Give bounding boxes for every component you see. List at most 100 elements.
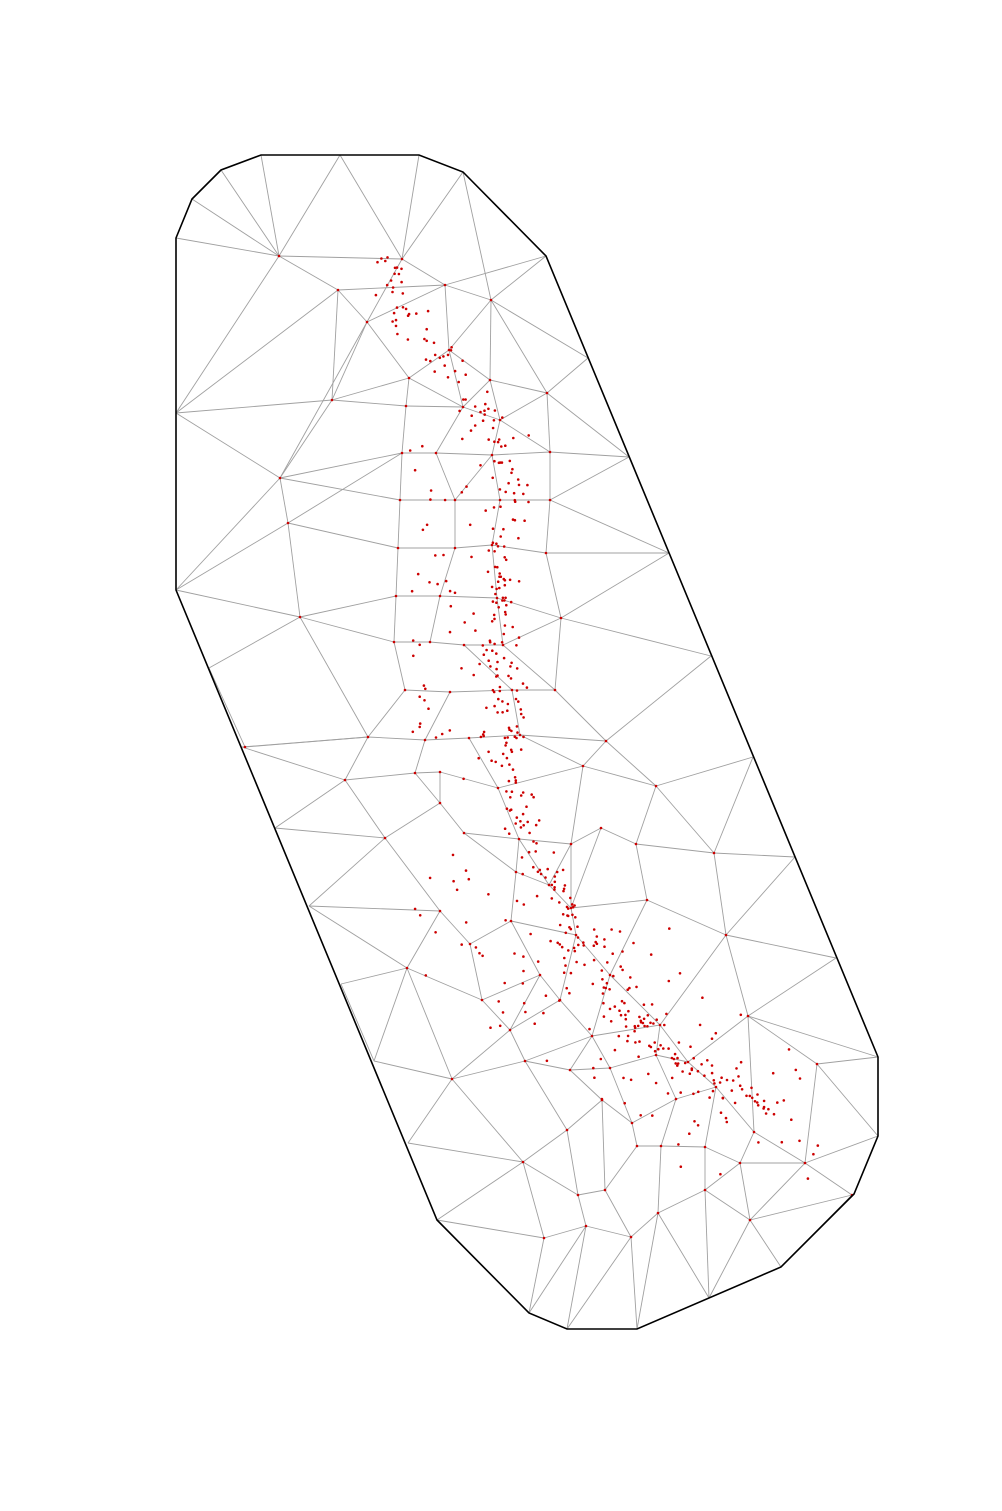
mesh-edge — [462, 406, 501, 421]
mesh-edge — [524, 1060, 568, 1131]
observation-point — [697, 1090, 700, 1094]
observation-point — [491, 527, 495, 530]
observation-point — [725, 1120, 729, 1124]
observation-point — [278, 476, 282, 480]
observation-point — [511, 768, 515, 771]
observation-point — [418, 695, 422, 698]
observation-point — [601, 992, 605, 995]
observation-point — [449, 604, 453, 608]
mesh-edge — [490, 299, 589, 359]
observation-point — [501, 711, 504, 714]
observation-point — [803, 1161, 807, 1165]
observation-point — [548, 450, 552, 454]
observation-point — [421, 444, 424, 448]
observation-point — [384, 259, 387, 263]
mesh-edge — [559, 999, 593, 1037]
observation-point — [574, 933, 578, 937]
observation-point — [451, 853, 455, 857]
observation-point — [639, 1114, 642, 1117]
mesh-edge — [528, 1237, 545, 1314]
observation-point — [487, 893, 490, 896]
observation-point — [496, 565, 499, 569]
mesh-edge — [545, 499, 551, 554]
observation-point — [515, 899, 519, 903]
observation-point — [609, 1020, 613, 1023]
observation-point — [396, 332, 399, 336]
observation-point — [443, 498, 447, 502]
observation-point — [573, 904, 576, 907]
observation-point — [670, 1076, 674, 1080]
mesh-edge — [497, 787, 520, 840]
observation-point — [443, 364, 447, 367]
observation-point — [532, 865, 535, 869]
mesh-edge — [515, 838, 520, 873]
mesh-edge — [435, 452, 456, 501]
observation-point — [733, 1101, 737, 1105]
observation-point — [424, 974, 428, 977]
mesh-edge — [518, 838, 572, 845]
mesh-edge — [609, 899, 648, 976]
mesh-edge — [366, 321, 410, 379]
mesh-edge — [393, 641, 406, 691]
observation-point — [436, 582, 439, 586]
observation-point — [505, 807, 509, 810]
observation-point — [462, 777, 465, 781]
observation-point — [622, 1076, 625, 1080]
observation-point — [623, 1001, 626, 1005]
observation-point — [411, 730, 415, 734]
observation-point — [710, 1064, 714, 1067]
mesh-edge — [175, 237, 280, 257]
observation-point — [590, 1034, 594, 1038]
observation-point — [509, 919, 513, 923]
observation-point — [461, 405, 465, 409]
observation-point — [504, 558, 508, 562]
observation-point — [465, 485, 468, 488]
observation-point — [674, 1062, 677, 1065]
observation-point — [576, 936, 580, 939]
observation-point — [613, 1048, 617, 1052]
observation-point — [525, 805, 528, 808]
observation-point — [632, 941, 635, 945]
observation-point — [599, 1057, 603, 1061]
observation-point — [710, 1071, 714, 1075]
observation-point — [756, 1104, 760, 1107]
mesh-edge — [405, 405, 464, 408]
observation-point — [449, 349, 453, 352]
mesh-edges — [175, 154, 879, 1330]
observation-point — [495, 667, 498, 671]
mesh-edge — [344, 772, 416, 781]
observation-point — [659, 1144, 663, 1148]
observation-point — [703, 1145, 707, 1149]
observation-point — [562, 971, 566, 974]
observation-point — [544, 994, 548, 997]
observation-point — [401, 306, 405, 309]
observation-point — [505, 603, 508, 607]
observation-point — [397, 272, 401, 276]
observation-point — [501, 643, 505, 647]
observation-point — [558, 901, 561, 904]
observation-point — [386, 256, 389, 259]
observation-point — [617, 1034, 621, 1038]
observation-point — [521, 682, 525, 685]
observation-point — [490, 543, 494, 547]
observation-point — [504, 919, 507, 922]
observation-point — [739, 1060, 743, 1064]
observation-point — [405, 966, 409, 970]
observation-point — [428, 581, 431, 584]
observation-point — [713, 1082, 716, 1085]
observation-point — [657, 1047, 660, 1051]
observation-point — [575, 960, 578, 964]
observation-point — [434, 451, 438, 455]
observation-point — [407, 312, 411, 316]
observation-point — [491, 426, 495, 430]
mesh-edge — [429, 641, 465, 646]
observation-point — [464, 373, 468, 377]
observation-point — [434, 736, 438, 739]
mesh-edge — [657, 1189, 706, 1214]
observation-point — [621, 950, 624, 953]
mesh-edge — [559, 934, 577, 1001]
mesh-edge — [687, 1061, 717, 1088]
observation-point — [492, 690, 496, 694]
observation-point — [521, 812, 525, 816]
